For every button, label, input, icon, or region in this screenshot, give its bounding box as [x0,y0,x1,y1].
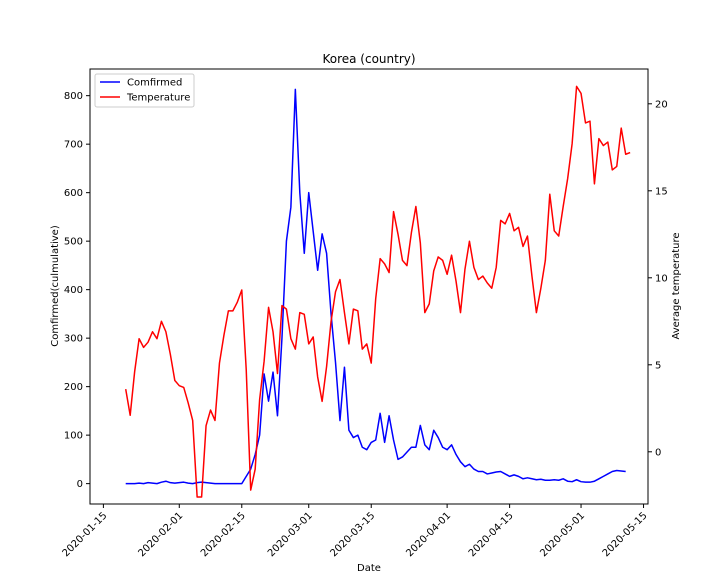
y-axis-left-label: Comfirmed(culmulative) [50,225,61,347]
plot-frame [89,68,649,505]
y-right-tick-label: 15 [655,186,668,197]
x-tick-label: 2020-04-15 [467,510,516,559]
y-left-tick-label: 700 [64,140,83,151]
y-left-tick-label: 600 [64,188,83,199]
y-left-tick-label: 400 [64,285,83,296]
y-left-tick-label: 0 [77,479,83,490]
series-line-temperature [124,85,631,498]
legend: Comfirmed Temperature [94,73,195,108]
legend-label: Temperature [126,93,190,104]
x-tick-label: 2020-03-01 [266,510,315,559]
x-tick-label: 2020-04-01 [404,510,453,559]
x-axis-label: Date [357,563,381,574]
series-line-comfirmed [125,88,626,485]
x-tick-label: 2020-01-15 [61,510,110,559]
y-left-tick-label: 800 [64,91,83,102]
x-tick-label: 2020-03-15 [328,510,377,559]
y-left-tick-label: 300 [64,334,83,345]
y-left-tick-label: 500 [64,237,83,248]
y-axis-right-label: Average temperature [671,232,682,339]
x-axis: 2020-01-15 2020-02-01 2020-02-15 2020-03-01… [61,504,650,559]
y-left-tick-label: 100 [64,431,83,442]
y-right-tick-label: 0 [655,447,661,458]
y-right-tick-label: 5 [655,360,661,371]
x-tick-label: 2020-02-15 [199,510,248,559]
y-axis-left: 0 100 200 300 400 500 600 700 800 [64,91,90,490]
y-left-tick-label: 200 [64,382,83,393]
legend-label: Comfirmed [127,78,182,89]
x-tick-label: 2020-05-01 [538,510,587,559]
plot-layer [124,85,631,498]
chart-title: Korea (country) [322,52,415,66]
x-tick-label: 2020-02-01 [137,510,186,559]
y-axis-right: 0 5 10 15 20 [648,99,668,458]
x-tick-label: 2020-05-15 [601,510,650,559]
y-right-tick-label: 10 [655,273,668,284]
y-right-tick-label: 20 [655,99,668,110]
